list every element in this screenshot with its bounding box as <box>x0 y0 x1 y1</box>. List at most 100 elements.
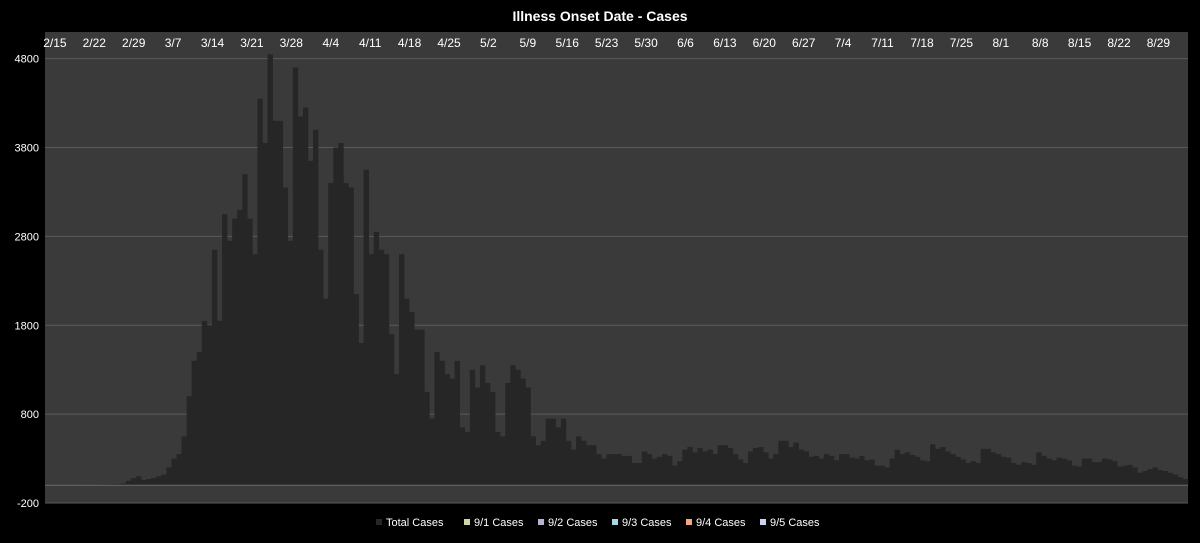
x-tick-label: 3/7 <box>165 36 182 50</box>
bar-total-cases <box>677 461 683 486</box>
bar-total-cases <box>292 67 299 486</box>
x-tick-label: 6/27 <box>792 36 816 50</box>
legend-item: 9/4 Cases <box>686 517 746 529</box>
bar-total-cases <box>449 378 455 486</box>
bar-total-cases <box>510 365 516 486</box>
bar-total-cases <box>1177 477 1184 486</box>
bar-total-cases <box>222 214 228 486</box>
x-tick-label: 2/15 <box>43 36 67 50</box>
bar-total-cases <box>252 254 258 486</box>
bar-total-cases <box>1147 469 1153 486</box>
bar-total-cases <box>454 360 461 486</box>
bar-total-cases <box>1031 464 1037 486</box>
x-tick-label: 7/11 <box>871 36 894 50</box>
bar-total-cases <box>758 447 764 486</box>
bar-total-cases <box>879 465 885 486</box>
bar-total-cases <box>373 231 380 486</box>
legend-label: 9/4 Cases <box>696 517 746 529</box>
bar-total-cases <box>1021 462 1027 486</box>
bar-total-cases <box>358 343 364 486</box>
bar-total-cases <box>257 98 263 486</box>
bar-total-cases <box>854 458 860 486</box>
bar-total-cases <box>965 463 971 486</box>
x-tick-label: 2/29 <box>122 36 146 50</box>
bar-total-cases <box>388 334 395 486</box>
chart-title: Illness Onset Date - Cases <box>512 8 688 24</box>
bar-total-cases <box>748 451 754 486</box>
legend-label: 9/5 Cases <box>770 517 820 529</box>
bar-total-cases <box>773 454 779 486</box>
x-tick-label: 4/18 <box>398 36 422 50</box>
bar-total-cases <box>530 436 536 486</box>
bar-total-cases <box>459 427 466 486</box>
bar-total-cases <box>485 383 491 486</box>
x-tick-label: 5/23 <box>595 36 619 50</box>
bar-total-cases <box>515 369 521 486</box>
bar-total-cases <box>474 387 481 486</box>
bar-total-cases <box>778 440 784 486</box>
bar-total-cases <box>798 449 804 486</box>
bar-total-cases <box>697 447 703 486</box>
x-tick-label: 3/21 <box>240 36 264 50</box>
bar-total-cases <box>874 465 880 486</box>
bar-total-cases <box>1162 471 1169 486</box>
bar-total-cases <box>434 351 440 486</box>
bar-total-cases <box>763 452 769 486</box>
bar-total-cases <box>667 455 673 486</box>
bar-total-cases <box>550 418 557 486</box>
x-tick-label: 8/22 <box>1107 36 1131 50</box>
bar-total-cases <box>1152 467 1158 486</box>
bar-total-cases <box>555 427 562 486</box>
bar-total-cases <box>662 454 668 486</box>
bar-total-cases <box>333 147 339 486</box>
bar-total-cases <box>672 465 678 486</box>
legend-swatch <box>686 519 692 525</box>
bar-total-cases <box>237 209 243 486</box>
bar-total-cases <box>864 460 870 486</box>
bar-total-cases <box>1142 471 1148 486</box>
legend-swatch <box>376 519 382 525</box>
bar-total-cases <box>687 447 693 486</box>
bar-total-cases <box>272 120 278 486</box>
bar-total-cases <box>464 431 471 486</box>
bar-total-cases <box>930 444 936 486</box>
bar-total-cases <box>201 320 208 486</box>
bar-total-cases <box>940 447 946 486</box>
bar-total-cases <box>176 454 182 486</box>
bar-total-cases <box>768 458 774 486</box>
bar-total-cases <box>788 447 794 486</box>
bar-total-cases <box>606 454 612 486</box>
x-tick-label: 7/25 <box>950 36 974 50</box>
bar-total-cases <box>409 311 415 486</box>
bar-total-cases <box>616 454 622 486</box>
bar-total-cases <box>399 254 405 486</box>
bar-total-cases <box>216 320 223 486</box>
bar-total-cases <box>302 107 309 486</box>
bar-total-cases <box>565 440 572 486</box>
legend-label: 9/1 Cases <box>474 517 524 529</box>
y-tick-label: 4800 <box>15 54 39 66</box>
bar-total-cases <box>576 436 582 486</box>
bar-total-cases <box>990 452 997 486</box>
bar-total-cases <box>1061 458 1067 486</box>
legend-label: 9/3 Cases <box>622 517 672 529</box>
bar-total-cases <box>343 183 349 486</box>
bar-total-cases <box>1066 460 1072 486</box>
bar-total-cases <box>424 391 430 486</box>
bar-total-cases <box>904 452 911 486</box>
bar-total-cases <box>894 449 901 486</box>
x-tick-label: 4/4 <box>322 36 339 50</box>
bar-total-cases <box>520 378 526 486</box>
bar-total-cases <box>1112 461 1118 486</box>
bar-total-cases <box>348 187 354 486</box>
bar-total-cases <box>490 391 496 486</box>
bar-total-cases <box>211 249 218 486</box>
bar-total-cases <box>444 374 450 486</box>
bar-total-cases <box>1081 458 1088 486</box>
bar-total-cases <box>975 463 981 486</box>
bar-total-cases <box>479 365 486 486</box>
legend-swatch <box>760 519 766 525</box>
bar-total-cases <box>1016 464 1022 486</box>
bar-total-cases <box>141 479 147 486</box>
